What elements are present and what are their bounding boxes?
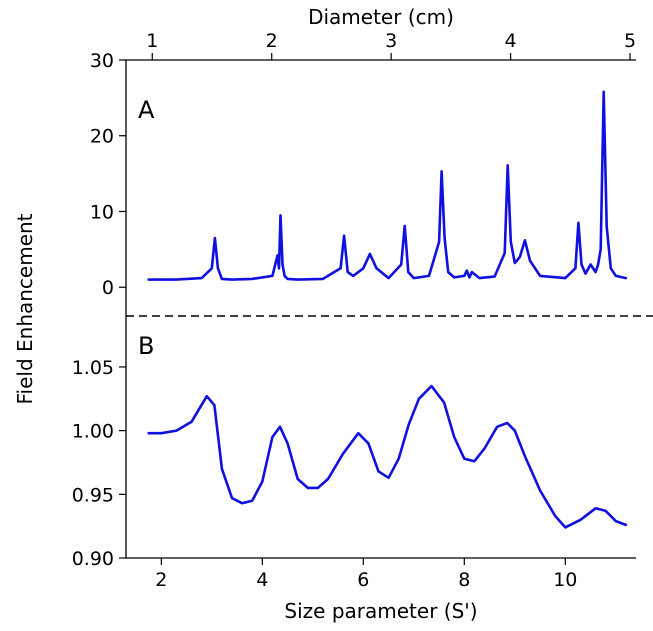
- top-axis-title: Diameter (cm): [308, 5, 454, 29]
- panel-a-ytick-label: 10: [90, 201, 114, 223]
- top-xtick-label: 2: [266, 30, 278, 52]
- bottom-size-parameter-axis: 2 4 6 8 10 Size parameter (S'): [126, 557, 636, 623]
- panel-a: 0 10 20 30 A: [90, 50, 628, 299]
- panel-a-ytick-label: 0: [102, 277, 114, 299]
- panel-b-label: B: [138, 332, 154, 360]
- bottom-xtick-label: 10: [553, 569, 577, 591]
- panel-b-ytick-label: 1.05: [72, 357, 114, 379]
- panel-b: 0.90 0.95 1.00 1.05 B: [72, 332, 628, 570]
- bottom-xtick-label: 4: [256, 569, 268, 591]
- bottom-axis-title: Size parameter (S'): [284, 599, 477, 623]
- panel-b-ytick-label: 0.95: [72, 484, 114, 506]
- bottom-xtick-label: 8: [458, 569, 470, 591]
- bottom-xtick-label: 2: [155, 569, 167, 591]
- left-axis-frame: Field Enhancement: [13, 60, 127, 558]
- top-xtick-label: 4: [505, 30, 517, 52]
- panel-b-series-line: [147, 384, 628, 529]
- top-diameter-axis: 1 2 3 4 5 Diameter (cm): [126, 5, 636, 61]
- top-xtick-label: 5: [624, 30, 636, 52]
- bottom-xtick-label: 6: [357, 569, 369, 591]
- panel-a-label: A: [138, 96, 155, 124]
- top-xtick-label: 3: [385, 30, 397, 52]
- top-xtick-label: 1: [146, 30, 158, 52]
- y-axis-title: Field Enhancement: [13, 213, 37, 404]
- panel-a-ytick-label: 30: [90, 50, 114, 72]
- panel-b-ytick-label: 1.00: [72, 421, 114, 443]
- panel-a-series-line: [147, 90, 628, 281]
- panel-b-ytick-label: 0.90: [72, 548, 114, 570]
- panel-a-ytick-label: 20: [90, 126, 114, 148]
